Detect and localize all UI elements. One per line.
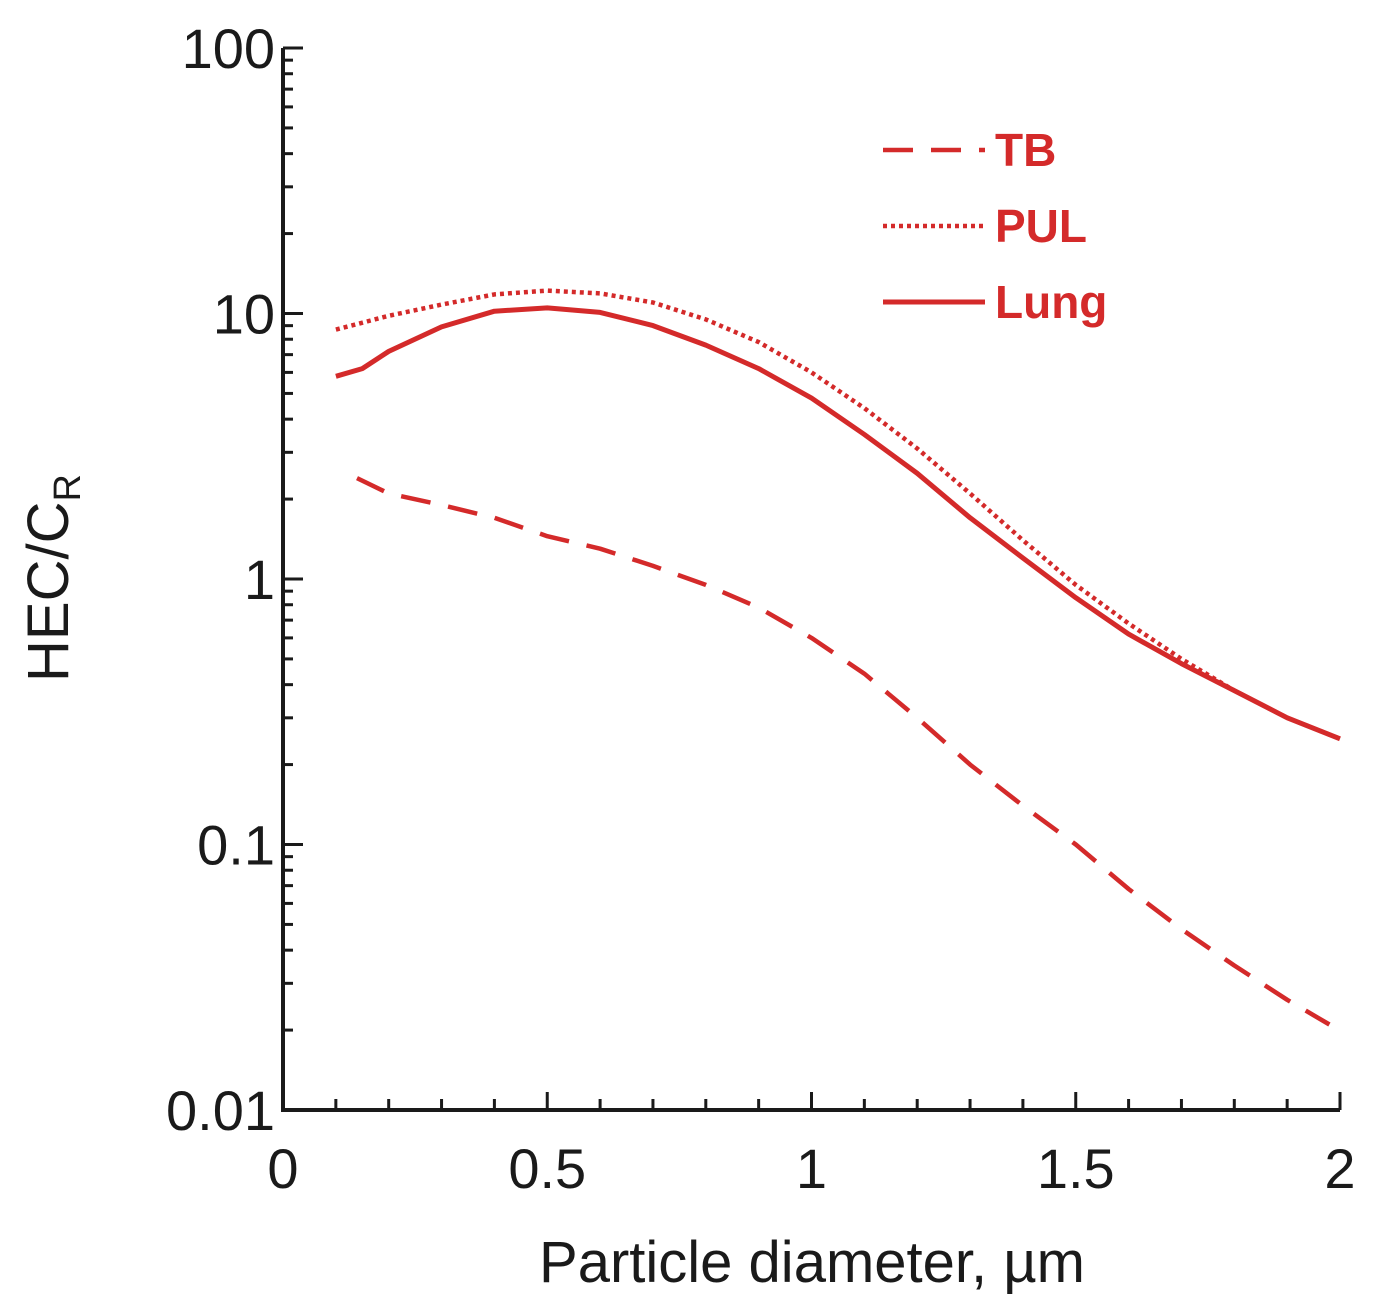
series-line-lung — [335, 305, 1341, 742]
y-tick-label: 0.01 — [166, 1079, 275, 1142]
series-layer — [335, 288, 1341, 1027]
x-tick-label: 2 — [1324, 1137, 1355, 1200]
legend-label-lung: Lung — [995, 276, 1107, 328]
x-tick-label: 1 — [796, 1137, 827, 1200]
series-line-pul — [335, 288, 1341, 741]
x-tick-label: 0.5 — [508, 1137, 586, 1200]
y-tick-label: 100 — [182, 17, 275, 80]
series-line-tb — [356, 476, 1331, 1027]
y-tick-label: 10 — [213, 283, 275, 346]
axes: 0 0.5 1 1.5 2 0.01 0.1 1 10 100 — [166, 17, 1356, 1200]
x-tick-label: 0 — [267, 1137, 298, 1200]
legend: TB PUL Lung — [883, 124, 1107, 328]
y-axis-title-subscript: R — [47, 474, 89, 501]
legend-label-tb: TB — [995, 124, 1056, 176]
y-tick-label: 0.1 — [197, 814, 275, 877]
y-axis-title: HEC/CR — [16, 474, 89, 682]
x-axis-title: Particle diameter, µm — [539, 1230, 1085, 1295]
y-axis-title-main: HEC/C — [16, 501, 81, 681]
legend-label-pul: PUL — [995, 200, 1087, 252]
y-tick-label: 1 — [244, 548, 275, 611]
x-tick-label: 1.5 — [1037, 1137, 1115, 1200]
